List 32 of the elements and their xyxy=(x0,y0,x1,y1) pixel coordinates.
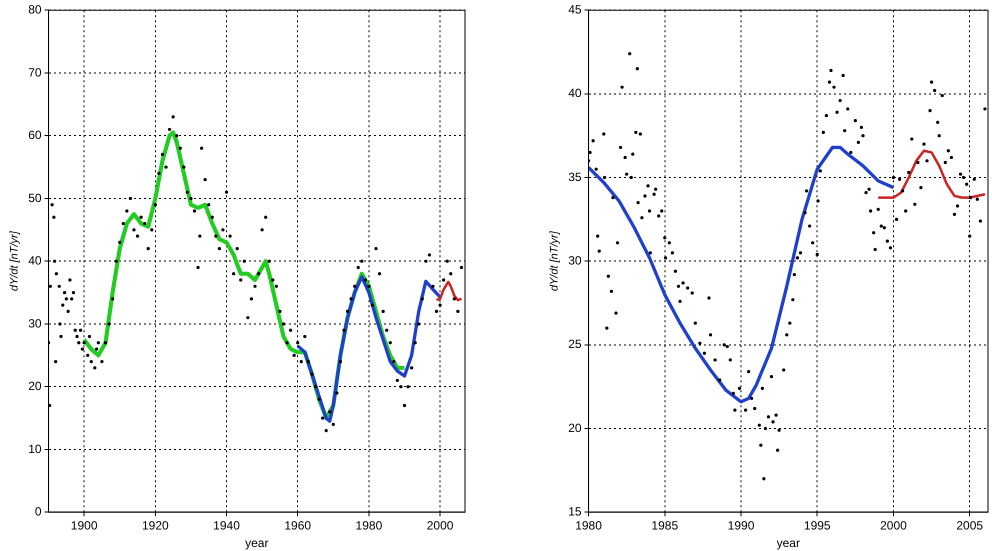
x-tick-label: 1990 xyxy=(728,518,755,533)
y-tick-label: 50 xyxy=(28,190,42,205)
x-tick-label: 1985 xyxy=(651,518,678,533)
x-tick-label: 1995 xyxy=(804,518,831,533)
y-tick-label: 0 xyxy=(34,504,42,519)
x-tick-label: 1900 xyxy=(70,518,98,533)
x-axis-title: year xyxy=(776,536,800,550)
x-axis-title: year xyxy=(245,536,268,550)
y-tick-label: 80 xyxy=(28,2,42,17)
y-tick-label: 15 xyxy=(568,504,582,519)
x-tick-label: 1920 xyxy=(142,518,169,533)
x-tick-label: 1980 xyxy=(575,518,602,533)
y-tick-label: 30 xyxy=(568,254,582,268)
y-tick-label: 10 xyxy=(28,442,42,456)
x-tick-label: 2000 xyxy=(880,518,908,533)
y-tick-label: 40 xyxy=(568,86,582,100)
x-tick-label: 1940 xyxy=(213,518,240,533)
y-tick-label: 20 xyxy=(568,420,582,435)
y-tick-label: 20 xyxy=(28,379,42,394)
y-axis-title: dY/dt [nT/yr] xyxy=(548,230,561,292)
y-axis-title: dY/dt [nT/yr] xyxy=(8,230,21,292)
x-tick-label: 1980 xyxy=(356,518,383,533)
y-tick-label: 30 xyxy=(28,316,42,330)
x-tick-label: 1960 xyxy=(284,518,312,533)
y-tick-label: 25 xyxy=(568,337,582,352)
y-tick-label: 60 xyxy=(28,128,42,142)
y-tick-label: 45 xyxy=(568,2,582,17)
x-tick-label: 2005 xyxy=(956,518,984,533)
x-tick-label: 2000 xyxy=(426,518,454,533)
y-tick-label: 35 xyxy=(568,170,582,184)
y-tick-label: 70 xyxy=(28,65,42,80)
y-tick-label: 40 xyxy=(28,254,42,268)
